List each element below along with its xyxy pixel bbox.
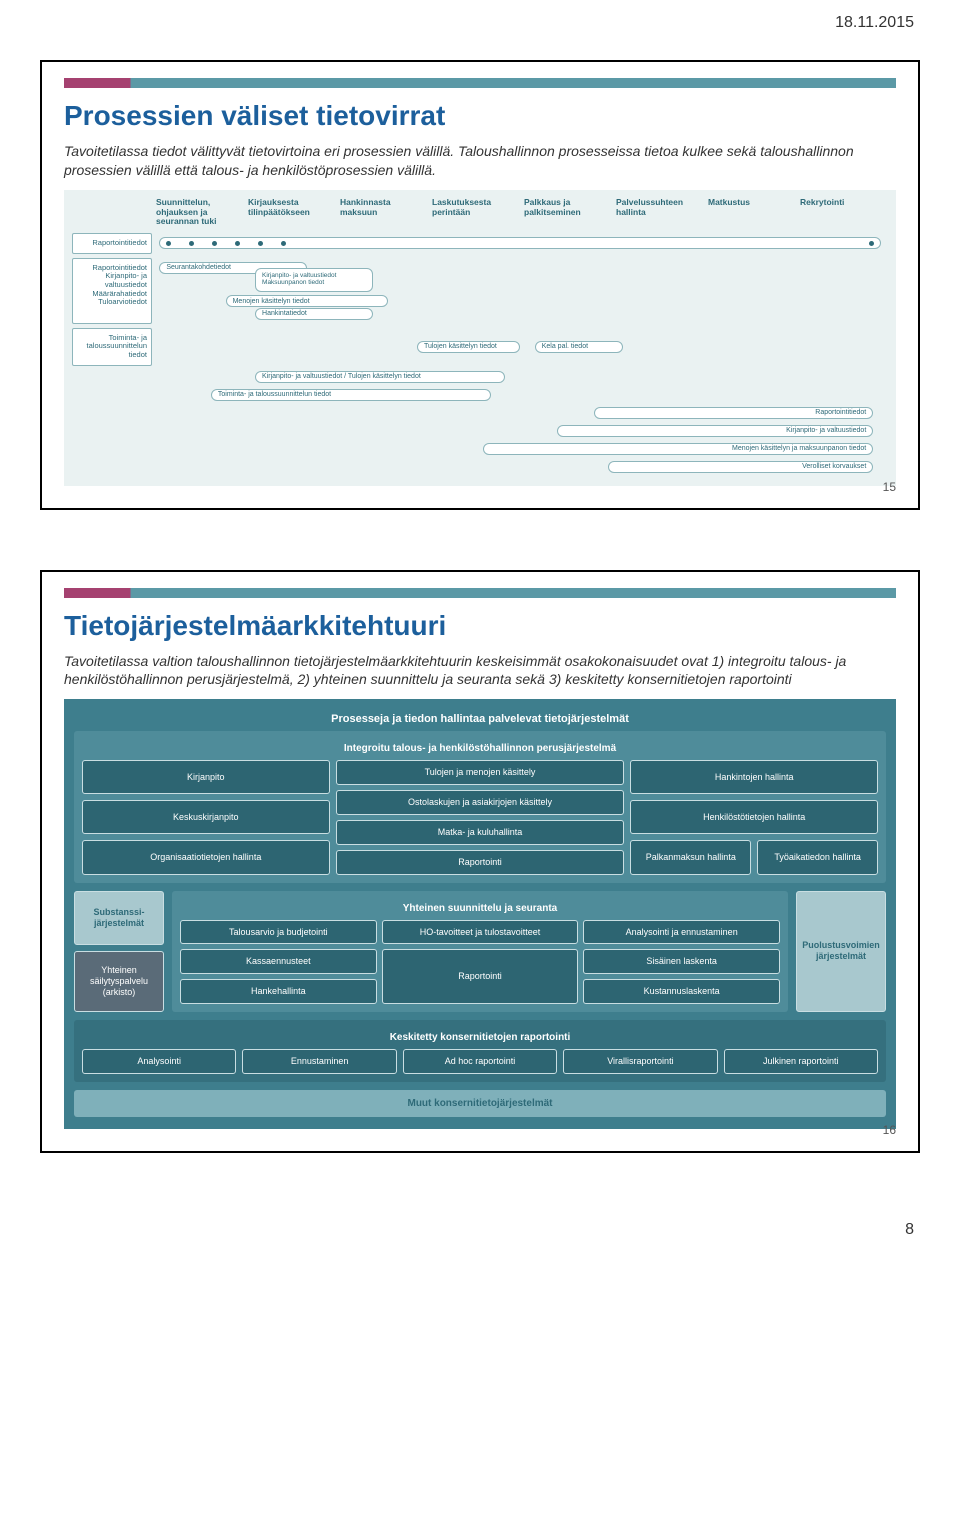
s2-box: Keskuskirjanpito — [82, 800, 330, 834]
page-date: 18.11.2015 — [835, 14, 914, 32]
slide-1: Prosessien väliset tietovirrat Tavoiteti… — [40, 60, 920, 510]
s2-bottom-strip: Muut konsernitietojärjestelmät — [74, 1090, 886, 1117]
s2-box: Sisäinen laskenta — [583, 949, 780, 974]
s2-panel-integrated: Integroitu talous- ja henkilöstöhallinno… — [74, 731, 886, 882]
s1-footer-bars: Raportointitiedot Kirjanpito- ja valtuus… — [72, 406, 888, 474]
s2-box: Ostolaskujen ja asiakirjojen käsittely — [336, 790, 625, 815]
s1-header: Palkkaus ja palkitseminen — [524, 198, 612, 227]
slide1-diagram: Suunnittelun, ohjauksen ja seurannan tuk… — [64, 190, 896, 486]
s1-row-label: Raportointitiedot Kirjanpito- ja valtuus… — [72, 258, 152, 324]
s1-header: Rekrytointi — [800, 198, 888, 227]
s1-row-label: Raportointitiedot — [72, 233, 152, 254]
s1-row: Toiminta- ja taloussuunnittelun tiedot — [72, 388, 888, 402]
s1-row-label: Toiminta- ja taloussuunnittelun tiedot — [72, 328, 152, 366]
s1-flow-bar: Verolliset korvaukset — [608, 461, 873, 473]
s2-panel3-title: Keskitetty konsernitietojen raportointi — [82, 1032, 878, 1043]
s2-box: Analysointi — [82, 1049, 236, 1074]
s2-box: Hankehallinta — [180, 979, 377, 1004]
s2-box: Kirjanpito — [82, 760, 330, 794]
s2-box: Kustannuslaskenta — [583, 979, 780, 1004]
s1-flow-bar: Kirjanpito- ja valtuustiedot Maksuunpano… — [255, 268, 373, 292]
s1-row: Raportointitiedot — [72, 233, 888, 254]
s2-box: Raportointi — [336, 850, 625, 875]
slide1-title: Prosessien väliset tietovirrat — [64, 100, 896, 132]
s2-center-title: Yhteinen suunnittelu ja seuranta — [180, 903, 780, 914]
s2-box: Hankintojen hallinta — [630, 760, 878, 794]
slide1-number: 15 — [883, 480, 896, 494]
s1-flow-bar: Kela pal. tiedot — [535, 341, 623, 353]
s2-box: Matka- ja kuluhallinta — [336, 820, 625, 845]
s2-box: Ennustaminen — [242, 1049, 396, 1074]
s2-box: HO-tavoitteet ja tulostavoitteet — [382, 920, 579, 945]
s2-box: Raportointi — [382, 949, 579, 1004]
s1-header: Matkustus — [708, 198, 796, 227]
s1-row: Toiminta- ja taloussuunnittelun tiedot T… — [72, 328, 888, 366]
s2-box: Organisaatiotietojen hallinta — [82, 840, 330, 874]
s1-flow-bar: Kirjanpito- ja valtuustiedot — [557, 425, 873, 437]
s1-flow-bar — [159, 237, 880, 249]
s1-flow-bar: Menojen käsittelyn ja maksuunpanon tiedo… — [483, 443, 873, 455]
s2-top-title: Prosesseja ja tiedon hallintaa palveleva… — [74, 713, 886, 725]
s2-panel-reporting: Keskitetty konsernitietojen raportointi … — [74, 1020, 886, 1082]
s1-row: Raportointitiedot Kirjanpito- ja valtuus… — [72, 258, 888, 324]
slide-2: Tietojärjestelmäarkkitehtuuri Tavoitetil… — [40, 570, 920, 1153]
s1-flow-bar: Hankintatiedot — [255, 308, 373, 320]
decorative-bar — [64, 78, 896, 88]
s2-center-panel: Yhteinen suunnittelu ja seuranta Talousa… — [172, 891, 788, 1012]
s1-header: Palvelussuhteen hallinta — [616, 198, 704, 227]
s2-box: Työaikatiedon hallinta — [757, 840, 878, 874]
s1-flow-bar: Kirjanpito- ja valtuustiedot / Tulojen k… — [255, 371, 505, 383]
s2-box: Palkanmaksun hallinta — [630, 840, 751, 874]
s2-mid-row: Substanssi-järjestelmät Yhteinen säilyty… — [74, 891, 886, 1012]
s1-header: Hankinnasta maksuun — [340, 198, 428, 227]
s1-flow-bar: Toiminta- ja taloussuunnittelun tiedot — [211, 389, 491, 401]
s2-side-box: Substanssi-järjestelmät — [74, 891, 164, 946]
s1-row: Kirjanpito- ja valtuustiedot / Tulojen k… — [72, 370, 888, 384]
slide2-body: Tavoitetilassa valtion taloushallinnon t… — [64, 652, 896, 690]
s2-box: Virallisraportointi — [563, 1049, 717, 1074]
s1-header: Suunnittelun, ohjauksen ja seurannan tuk… — [156, 198, 244, 227]
s2-box: Analysointi ja ennustaminen — [583, 920, 780, 945]
decorative-bar — [64, 588, 896, 598]
s1-flow-bar: Raportointitiedot — [594, 407, 874, 419]
page: 18.11.2015 Prosessien väliset tietovirra… — [0, 0, 960, 1253]
s1-flow-bar: Tulojen käsittelyn tiedot — [417, 341, 520, 353]
slide1-body: Tavoitetilassa tiedot välittyvät tietovi… — [64, 142, 896, 180]
s1-column-headers: Suunnittelun, ohjauksen ja seurannan tuk… — [72, 198, 888, 227]
s1-header: Kirjauksesta tilinpäätökseen — [248, 198, 336, 227]
s2-box: Kassaennusteet — [180, 949, 377, 974]
slide2-diagram: Prosesseja ja tiedon hallintaa palveleva… — [64, 699, 896, 1128]
s2-panel1-title: Integroitu talous- ja henkilöstöhallinno… — [82, 743, 878, 754]
s1-header: Laskutuksesta perintään — [432, 198, 520, 227]
s2-side-box: Yhteinen säilytyspalvelu (arkisto) — [74, 951, 164, 1012]
s2-box: Talousarvio ja budjetointi — [180, 920, 377, 945]
s2-box: Tulojen ja menojen käsittely — [336, 760, 625, 785]
s2-box: Julkinen raportointi — [724, 1049, 878, 1074]
s2-side-box: Puolustusvoimien järjestelmät — [796, 891, 886, 1012]
page-number: 8 — [905, 1221, 914, 1239]
s1-flow-bar: Menojen käsittelyn tiedot — [226, 295, 388, 307]
slide2-title: Tietojärjestelmäarkkitehtuuri — [64, 610, 896, 642]
s2-box: Henkilöstötietojen hallinta — [630, 800, 878, 834]
slide2-number: 16 — [883, 1123, 896, 1137]
s2-box: Ad hoc raportointi — [403, 1049, 557, 1074]
